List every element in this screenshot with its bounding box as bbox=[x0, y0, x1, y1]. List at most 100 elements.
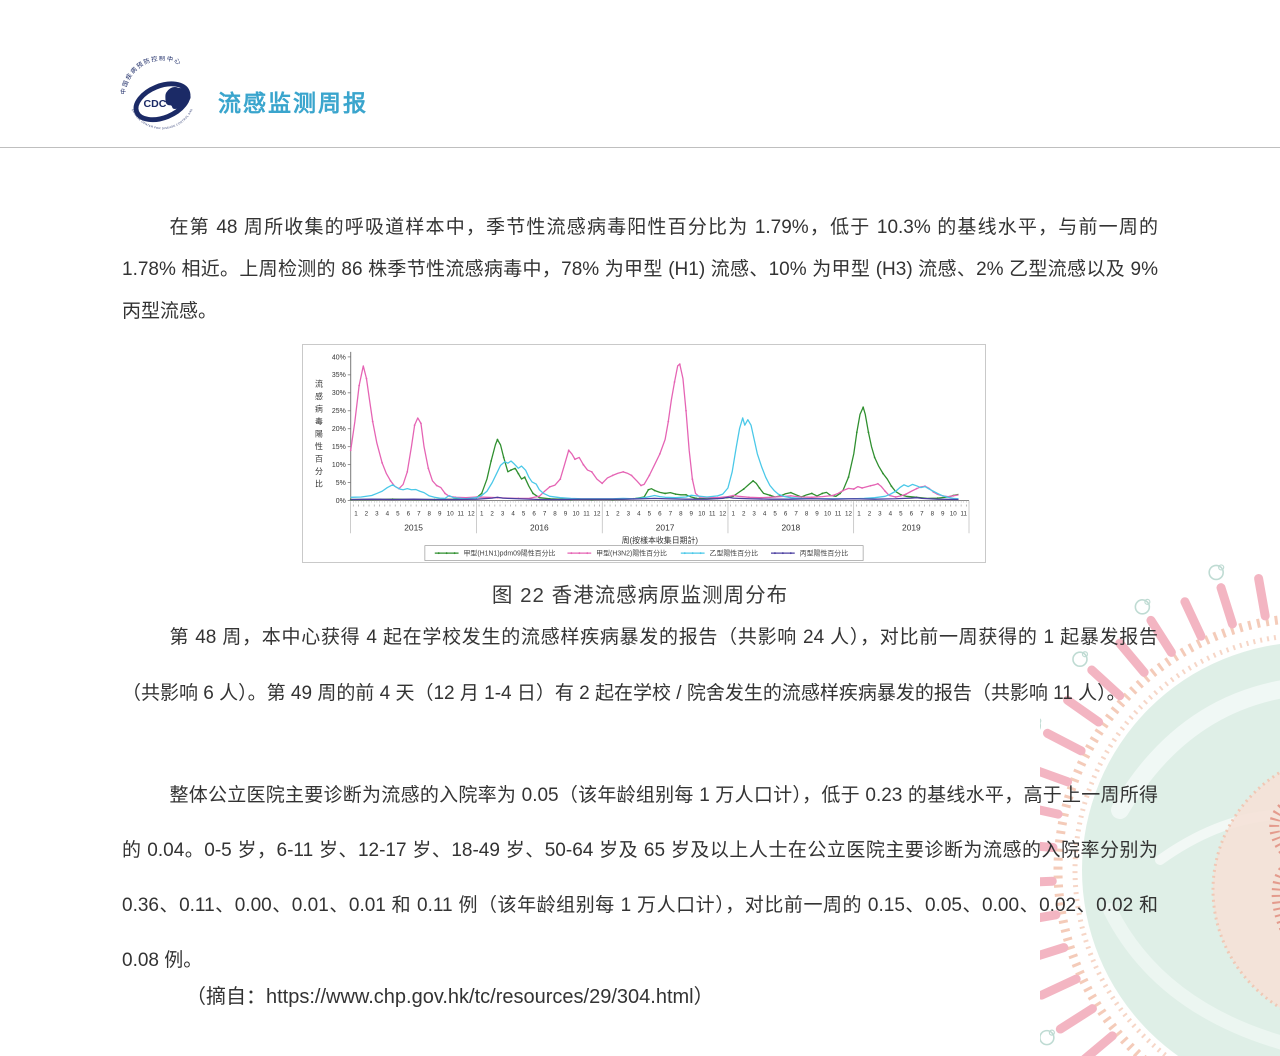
svg-text:陽: 陽 bbox=[315, 430, 323, 439]
svg-text:8: 8 bbox=[553, 510, 557, 517]
svg-text:7: 7 bbox=[794, 510, 798, 517]
svg-text:2: 2 bbox=[868, 510, 872, 517]
svg-text:5: 5 bbox=[522, 510, 526, 517]
svg-text:7: 7 bbox=[920, 510, 924, 517]
svg-text:5: 5 bbox=[396, 510, 400, 517]
paragraph-admission-rates: 整体公立医院主要诊断为流感的入院率为 0.05（该年龄组别每 1 万人口计），低… bbox=[122, 785, 1158, 971]
svg-text:丙型陽性百分比: 丙型陽性百分比 bbox=[800, 549, 849, 558]
svg-text:9: 9 bbox=[564, 510, 568, 517]
svg-text:12: 12 bbox=[845, 510, 852, 517]
report-title: 流感监测周报 bbox=[218, 90, 368, 116]
svg-text:9: 9 bbox=[815, 510, 819, 517]
svg-text:1: 1 bbox=[731, 510, 735, 517]
svg-text:11: 11 bbox=[457, 510, 464, 517]
svg-text:2: 2 bbox=[616, 510, 620, 517]
svg-text:流: 流 bbox=[315, 379, 323, 389]
svg-text:3: 3 bbox=[501, 510, 505, 517]
svg-text:11: 11 bbox=[961, 510, 968, 517]
svg-text:11: 11 bbox=[709, 510, 716, 517]
paragraph-outbreak-report: 第 48 周，本中心获得 4 起在学校发生的流感样疾病暴发的报告（共影响 24 … bbox=[122, 627, 1158, 704]
virus-watermark-image bbox=[1040, 558, 1280, 1056]
svg-text:1: 1 bbox=[354, 510, 358, 517]
svg-text:9: 9 bbox=[690, 510, 694, 517]
svg-text:百: 百 bbox=[315, 455, 323, 464]
svg-text:20%: 20% bbox=[332, 426, 346, 433]
figure-caption: 图 22 香港流感病原监测周分布 bbox=[491, 584, 789, 607]
svg-text:8: 8 bbox=[679, 510, 683, 517]
svg-text:3: 3 bbox=[627, 510, 631, 517]
logo-swoosh bbox=[133, 81, 191, 123]
svg-text:40%: 40% bbox=[332, 354, 346, 361]
svg-text:6: 6 bbox=[910, 510, 914, 517]
svg-text:1: 1 bbox=[857, 510, 861, 517]
svg-text:2015: 2015 bbox=[404, 522, 423, 532]
svg-text:6: 6 bbox=[784, 510, 788, 517]
svg-text:6: 6 bbox=[658, 510, 662, 517]
svg-text:2: 2 bbox=[365, 510, 369, 517]
svg-text:7: 7 bbox=[417, 510, 421, 517]
svg-text:11: 11 bbox=[835, 510, 842, 517]
chart-container: 0% 5% 10% 15% 20% 25% 30% 35% 40% 流感病毒陽性百分比 1 2 3 4 5 6… bbox=[302, 344, 986, 563]
svg-text:12: 12 bbox=[594, 510, 601, 517]
svg-text:5%: 5% bbox=[336, 480, 346, 487]
svg-text:7: 7 bbox=[669, 510, 673, 517]
svg-text:性: 性 bbox=[315, 441, 323, 451]
svg-text:9: 9 bbox=[438, 510, 442, 517]
svg-text:甲型(H3N2)陽性百分比: 甲型(H3N2)陽性百分比 bbox=[596, 549, 667, 558]
svg-text:4: 4 bbox=[386, 510, 390, 517]
cdc-logo: 中国疾病预防控制中心 CHINESE CENTER FOR DISEASE CO… bbox=[117, 53, 206, 144]
svg-text:10%: 10% bbox=[332, 462, 346, 469]
svg-text:10: 10 bbox=[950, 510, 957, 517]
svg-text:0%: 0% bbox=[336, 498, 346, 505]
svg-text:30%: 30% bbox=[332, 390, 346, 397]
svg-text:35%: 35% bbox=[332, 372, 346, 379]
virus-watermark-svg bbox=[1040, 564, 1280, 1056]
svg-text:5: 5 bbox=[899, 510, 903, 517]
china-map-shape bbox=[165, 86, 191, 110]
svg-text:12: 12 bbox=[468, 510, 475, 517]
svg-text:8: 8 bbox=[805, 510, 809, 517]
svg-text:6: 6 bbox=[407, 510, 411, 517]
svg-text:7: 7 bbox=[543, 510, 547, 517]
svg-text:4: 4 bbox=[763, 510, 767, 517]
svg-text:1: 1 bbox=[606, 510, 610, 517]
svg-text:3: 3 bbox=[752, 510, 756, 517]
header-divider bbox=[0, 147, 1280, 148]
cdc-logo-icon: 中国疾病预防控制中心 CHINESE CENTER FOR DISEASE CO… bbox=[117, 53, 206, 144]
svg-text:10: 10 bbox=[698, 510, 705, 517]
svg-text:2016: 2016 bbox=[530, 522, 549, 532]
svg-text:感: 感 bbox=[315, 391, 323, 401]
svg-text:2018: 2018 bbox=[781, 522, 800, 532]
paragraph-sample-stats: 在第 48 周所收集的呼吸道样本中，季节性流感病毒阳性百分比为 1.79%，低于… bbox=[122, 217, 1158, 322]
svg-text:5: 5 bbox=[773, 510, 777, 517]
svg-text:10: 10 bbox=[447, 510, 454, 517]
svg-text:分: 分 bbox=[315, 467, 323, 476]
svg-text:10: 10 bbox=[824, 510, 831, 517]
svg-text:15%: 15% bbox=[332, 444, 346, 451]
svg-text:2019: 2019 bbox=[902, 522, 921, 532]
svg-text:1: 1 bbox=[480, 510, 484, 517]
svg-text:2: 2 bbox=[742, 510, 746, 517]
svg-text:11: 11 bbox=[583, 510, 590, 517]
svg-text:9: 9 bbox=[941, 510, 945, 517]
svg-text:4: 4 bbox=[637, 510, 641, 517]
svg-text:6: 6 bbox=[532, 510, 536, 517]
svg-text:比: 比 bbox=[315, 478, 323, 488]
svg-text:病: 病 bbox=[315, 404, 323, 414]
svg-text:8: 8 bbox=[931, 510, 935, 517]
svg-text:周(按樣本收集日期計): 周(按樣本收集日期計) bbox=[622, 535, 699, 545]
svg-text:3: 3 bbox=[878, 510, 882, 517]
svg-text:2017: 2017 bbox=[656, 522, 675, 532]
svg-text:10: 10 bbox=[573, 510, 580, 517]
logo-center-text: CDC bbox=[144, 98, 167, 110]
svg-text:4: 4 bbox=[889, 510, 893, 517]
citation-source: （摘自：https://www.chp.gov.hk/tc/resources/… bbox=[186, 986, 714, 1008]
svg-text:25%: 25% bbox=[332, 408, 346, 415]
svg-text:乙型陽性百分比: 乙型陽性百分比 bbox=[710, 549, 759, 558]
svg-text:甲型(H1N1)pdm09陽性百分比: 甲型(H1N1)pdm09陽性百分比 bbox=[464, 549, 556, 558]
svg-text:3: 3 bbox=[375, 510, 379, 517]
svg-text:毒: 毒 bbox=[315, 416, 323, 426]
svg-text:8: 8 bbox=[428, 510, 432, 517]
